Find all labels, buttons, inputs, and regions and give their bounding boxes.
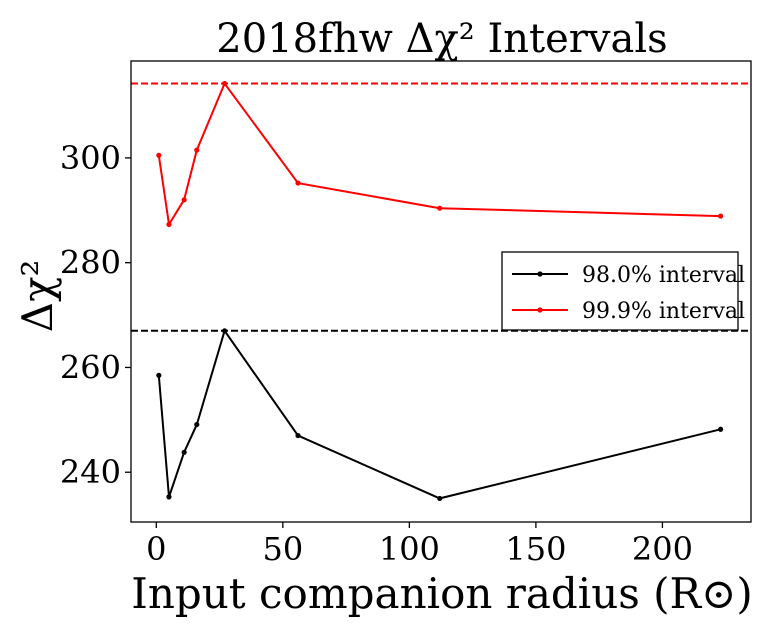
data-point (718, 426, 724, 432)
data-point (194, 147, 200, 153)
data-point (437, 205, 443, 211)
x-tick-label: 0 (146, 530, 166, 568)
data-point (295, 180, 301, 186)
y-axis-label: Δχ² (13, 260, 62, 333)
y-tick-label: 300 (60, 139, 121, 177)
x-axis-label: Input companion radius (R⊙) (131, 569, 753, 618)
y-tick-label: 280 (60, 244, 121, 282)
legend: 98.0% interval 99.9% interval (501, 251, 745, 331)
legend-label-1: 99.9% interval (582, 299, 745, 324)
data-point (181, 197, 187, 203)
data-point (156, 372, 162, 378)
data-point (194, 421, 200, 428)
y-tick-label: 260 (60, 348, 121, 386)
legend-box (501, 251, 739, 331)
legend-label-0: 98.0% interval (582, 263, 745, 288)
data-point (718, 213, 724, 219)
series-line-0 (157, 328, 721, 500)
data-point (295, 432, 301, 439)
x-tick-label: 100 (379, 530, 440, 568)
data-point (181, 449, 187, 455)
y-tick-label: 240 (60, 453, 121, 491)
data-point (166, 494, 172, 500)
plot-frame (130, 60, 752, 523)
series-line-1 (157, 81, 721, 228)
data-point (437, 495, 443, 502)
data-point (166, 221, 172, 228)
x-tick-label: 50 (262, 530, 303, 568)
x-tick-label: 200 (632, 530, 693, 568)
chart-title: 2018fhw Δχ² Intervals (216, 16, 667, 62)
x-tick-label: 150 (505, 530, 566, 568)
data-point (156, 152, 162, 158)
legend-marker-0 (537, 271, 543, 277)
legend-marker-1 (537, 307, 543, 313)
